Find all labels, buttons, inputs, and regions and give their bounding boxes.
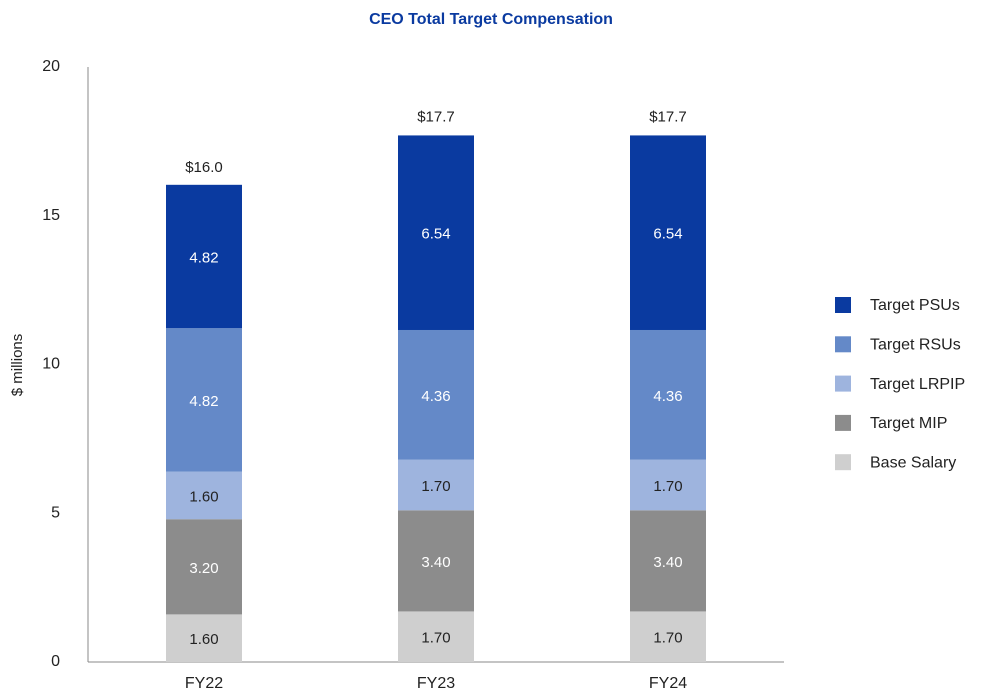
bar-segment	[398, 329, 474, 460]
value-label: 4.36	[653, 388, 682, 405]
value-label: 1.70	[653, 478, 682, 495]
legend-swatch	[835, 297, 851, 313]
legend-label: Target MIP	[870, 415, 947, 432]
legend-swatch	[835, 336, 851, 353]
bar-segment	[166, 519, 242, 615]
bar-segment	[398, 611, 474, 662]
x-tick-label: FY22	[185, 675, 223, 692]
bar-segment	[166, 184, 242, 329]
y-tick-label: 15	[42, 207, 60, 224]
bar-segment	[398, 135, 474, 330]
legend-label: Base Salary	[870, 454, 956, 471]
y-tick-label: 20	[42, 58, 60, 75]
bar-segment	[630, 135, 706, 330]
legend-swatch	[835, 454, 851, 471]
y-tick-label: 0	[51, 653, 60, 670]
value-label: 4.82	[189, 249, 218, 266]
bar-segment	[630, 611, 706, 662]
value-label: 3.40	[653, 554, 682, 571]
value-label: 1.70	[653, 630, 682, 647]
bar-segment	[398, 510, 474, 612]
bar-segment	[166, 328, 242, 472]
value-label: 4.36	[421, 388, 450, 405]
x-tick-label: FY24	[649, 675, 687, 692]
bar-segment	[630, 459, 706, 511]
y-axis-label: $ millions	[9, 334, 26, 397]
legend-swatch	[835, 414, 851, 431]
value-label: 1.70	[421, 630, 450, 647]
bar-segment	[398, 459, 474, 511]
bar-segment	[630, 329, 706, 460]
legend-label: Target RSUs	[870, 337, 961, 354]
total-label: $17.7	[649, 108, 687, 125]
legend-swatch	[835, 375, 851, 392]
value-label: 3.20	[189, 560, 218, 577]
legend-label: Target LRPIP	[870, 376, 965, 393]
bar-segment	[166, 614, 242, 662]
value-label: 3.40	[421, 554, 450, 571]
y-tick-label: 10	[42, 356, 60, 373]
value-label: 1.60	[189, 631, 218, 648]
value-label: 1.70	[421, 478, 450, 495]
total-label: $17.7	[417, 108, 455, 125]
x-tick-label: FY23	[417, 675, 455, 692]
bar-segment	[166, 471, 242, 520]
y-tick-label: 5	[51, 504, 60, 521]
value-label: 6.54	[653, 226, 682, 243]
value-label: 4.82	[189, 393, 218, 410]
legend-label: Target PSUs	[870, 297, 960, 314]
bar-segment	[630, 510, 706, 612]
value-label: 1.60	[189, 488, 218, 505]
chart-title: CEO Total Target Compensation	[369, 11, 613, 28]
total-label: $16.0	[185, 159, 223, 176]
value-label: 6.54	[421, 226, 450, 243]
